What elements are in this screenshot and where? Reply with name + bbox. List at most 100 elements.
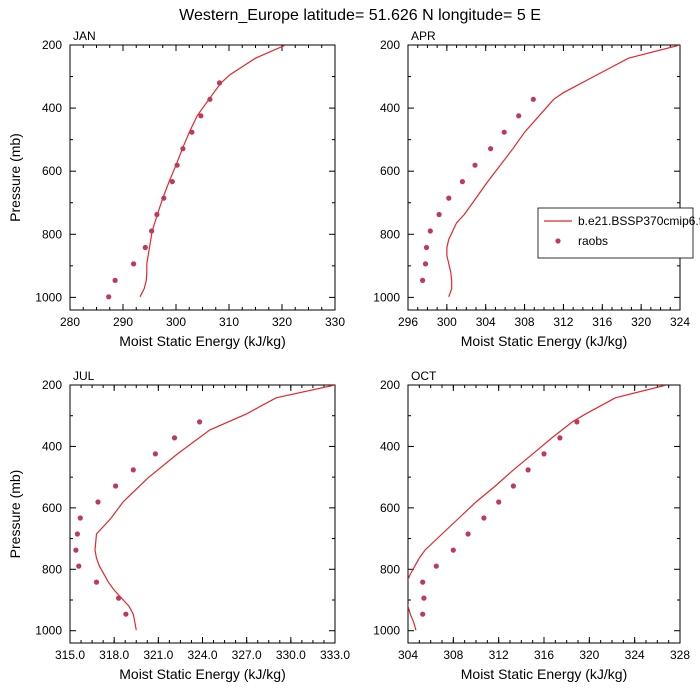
obs-point: [130, 467, 136, 473]
x-tick-label: 324: [625, 648, 645, 662]
obs-point: [180, 146, 186, 152]
y-tick-label: 400: [380, 101, 400, 115]
x-tick-label: 324: [670, 315, 690, 329]
y-tick-label: 200: [42, 378, 62, 392]
plot-frame: [69, 44, 336, 311]
x-tick-label: 315.0: [55, 648, 85, 662]
plot-frame: [69, 384, 336, 644]
x-tick-label: 310: [219, 315, 239, 329]
y-tick-label: 200: [380, 38, 400, 52]
obs-point: [106, 294, 112, 300]
model-line: [139, 45, 286, 298]
x-tick-label: 318.0: [99, 648, 129, 662]
obs-point: [459, 179, 465, 185]
y-tick-label: 400: [380, 439, 400, 453]
obs-point: [488, 146, 494, 152]
obs-point: [197, 419, 203, 425]
model-line: [408, 385, 667, 631]
obs-point: [95, 499, 101, 505]
x-tick-label: 328: [670, 648, 690, 662]
x-tick-label: 316: [534, 648, 554, 662]
panel-title: APR: [411, 29, 436, 43]
obs-point: [510, 483, 516, 489]
legend-obs-swatch: [555, 238, 561, 244]
obs-point: [427, 228, 433, 234]
x-tick-label: 312: [553, 315, 573, 329]
obs-point: [113, 483, 119, 489]
x-tick-label: 296: [398, 315, 418, 329]
legend-model-label: b.e21.BSSP370cmip6.f09: [578, 214, 700, 228]
obs-point: [112, 277, 118, 283]
obs-point: [76, 563, 82, 569]
x-tick-label: 312: [489, 648, 509, 662]
obs-point: [169, 179, 175, 185]
x-axis-label: Moist Static Energy (kJ/kg): [461, 333, 628, 349]
x-tick-label: 308: [443, 648, 463, 662]
y-tick-label: 1000: [35, 624, 62, 638]
obs-point: [450, 547, 456, 553]
obs-point: [421, 595, 427, 601]
obs-point: [465, 531, 471, 537]
y-tick-label: 600: [42, 164, 62, 178]
y-tick-label: 800: [380, 227, 400, 241]
obs-point: [152, 451, 158, 457]
obs-point: [496, 499, 502, 505]
y-tick-label: 600: [380, 501, 400, 515]
x-tick-label: 280: [60, 315, 80, 329]
obs-point: [74, 531, 80, 537]
obs-point: [420, 277, 426, 283]
y-tick-label: 200: [380, 378, 400, 392]
x-tick-label: 330: [325, 315, 345, 329]
x-tick-label: 320: [579, 648, 599, 662]
obs-point: [149, 228, 155, 234]
y-tick-label: 800: [380, 562, 400, 576]
obs-point: [501, 129, 507, 135]
x-tick-label: 304: [476, 315, 496, 329]
obs-point: [161, 195, 167, 201]
obs-point: [420, 611, 426, 617]
obs-point: [131, 261, 137, 267]
x-tick-label: 327.0: [232, 648, 262, 662]
model-line: [446, 45, 680, 298]
obs-point: [142, 244, 148, 251]
obs-point: [472, 162, 478, 168]
obs-point: [189, 129, 195, 135]
x-tick-label: 316: [592, 315, 612, 329]
obs-point: [481, 515, 487, 521]
x-tick-label: 321.0: [143, 648, 173, 662]
y-tick-label: 1000: [35, 290, 62, 304]
panel-jul: 200 400 600 800 1000 315.0 318.0 321.0 324.0 327.…: [7, 369, 350, 682]
obs-point: [198, 113, 204, 119]
obs-point: [174, 162, 180, 168]
x-tick-label: 320: [631, 315, 651, 329]
x-tick-label: 300: [437, 315, 457, 329]
y-tick-label: 600: [380, 164, 400, 178]
panels: 200 400 600 800 1000 280 290 300 310 320 330 JAN Moi…: [7, 29, 700, 682]
panel-title: JUL: [73, 369, 95, 383]
legend-box: [537, 207, 694, 259]
obs-point: [557, 435, 563, 441]
obs-point: [77, 515, 83, 521]
obs-point: [446, 195, 452, 201]
x-tick-label: 290: [113, 315, 133, 329]
x-axis-label: Moist Static Energy (kJ/kg): [119, 333, 286, 349]
figure-title: Western_Europe latitude= 51.626 N longit…: [179, 7, 541, 24]
y-tick-label: 800: [42, 562, 62, 576]
panel-oct: 200 400 600 800 1000 304 308 312 316 320 324 328 OCT…: [373, 369, 690, 682]
x-axis-label: Moist Static Energy (kJ/kg): [119, 666, 286, 682]
panel-apr: 200 400 600 800 1000 296 300 304 308 312 316 320 324…: [373, 29, 700, 349]
obs-point: [574, 419, 580, 425]
y-tick-label: 800: [42, 227, 62, 241]
x-tick-label: 308: [515, 315, 535, 329]
obs-point: [123, 611, 129, 617]
y-axis-label: Pressure (mb): [7, 470, 23, 559]
obs-point: [171, 435, 178, 441]
x-tick-label: 304: [398, 648, 418, 662]
obs-point: [423, 244, 430, 251]
obs-point: [154, 211, 160, 218]
panel-title: OCT: [411, 369, 437, 383]
obs-point: [530, 96, 536, 102]
plot-frame: [407, 44, 681, 311]
obs-point: [420, 579, 426, 585]
x-tick-label: 320: [272, 315, 292, 329]
